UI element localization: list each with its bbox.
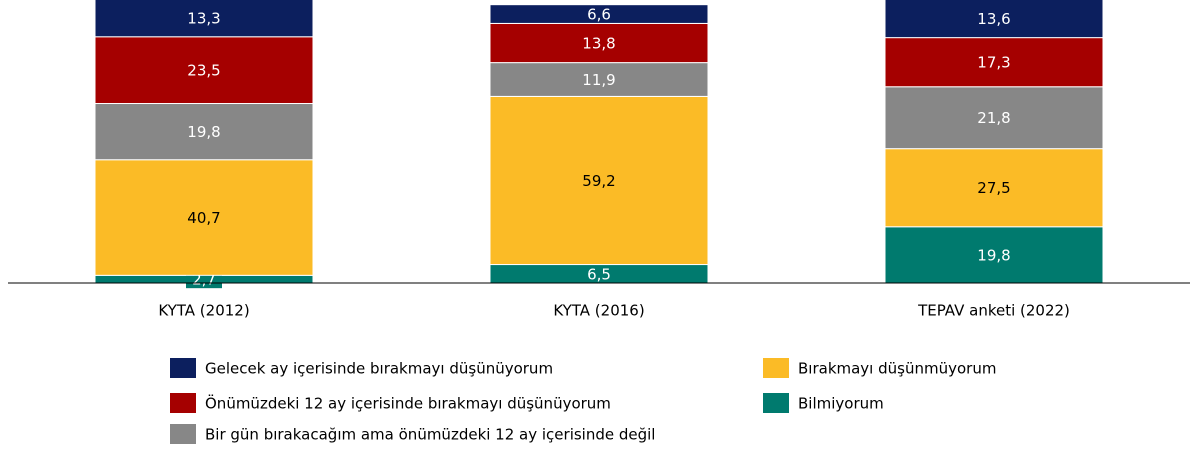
bar-segment (884, 0, 1104, 39)
value-label: 6,5 (587, 265, 611, 283)
legend-swatch (763, 393, 789, 413)
value-label: 17,3 (977, 54, 1010, 72)
value-label: 13,3 (187, 9, 220, 27)
value-label: 59,2 (582, 172, 615, 190)
bar-segment (94, 159, 314, 276)
bar-segment (94, 0, 314, 38)
bar-segment (94, 103, 314, 161)
value-label: 19,8 (977, 246, 1010, 264)
x-tick-label: TEPAV anketi (2022) (917, 302, 1070, 320)
value-label: 27,5 (977, 179, 1010, 197)
value-label: 13,6 (977, 10, 1010, 28)
legend-label: Gelecek ay içerisinde bırakmayı düşünüyo… (205, 360, 553, 378)
legend-swatch (170, 424, 196, 444)
x-tick-label: KYTA (2012) (158, 302, 249, 320)
value-label: 40,7 (187, 209, 220, 227)
legend-swatch (170, 393, 196, 413)
legend-label: Bilmiyorum (798, 395, 884, 413)
value-label: 23,5 (187, 62, 220, 80)
value-label: 19,8 (187, 123, 220, 141)
bar-segment (884, 37, 1104, 88)
x-tick-label: KYTA (2016) (553, 302, 644, 320)
value-label: 13,8 (582, 35, 615, 53)
bar-segment (884, 148, 1104, 228)
bar-segment (489, 22, 709, 64)
value-label: 6,6 (587, 6, 611, 24)
legend-swatch (763, 358, 789, 378)
bar-segment (489, 4, 709, 24)
bar-segment (884, 86, 1104, 150)
value-label: 11,9 (582, 71, 615, 89)
legend-label: Önümüzdeki 12 ay içerisinde bırakmayı dü… (205, 394, 611, 413)
value-label: 21,8 (977, 109, 1010, 127)
legend-label: Bırakmayı düşünmüyorum (798, 360, 996, 378)
bar-segment (489, 62, 709, 97)
legend-label: Bir gün bırakacağım ama önümüzdeki 12 ay… (205, 426, 655, 444)
legend-swatch (170, 358, 196, 378)
